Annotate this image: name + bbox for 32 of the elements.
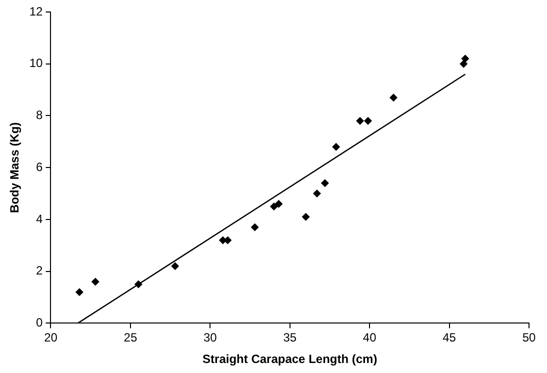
x-axis-title: Straight Carapace Length (cm) (202, 352, 378, 366)
y-tick-label: 0 (36, 316, 44, 330)
point (460, 60, 468, 68)
y-tick-label: 12 (29, 4, 44, 18)
point (332, 142, 340, 151)
point (171, 262, 180, 270)
y-tick-label: 10 (29, 56, 44, 70)
point (75, 288, 84, 296)
x-tick-label: 35 (283, 330, 297, 345)
point (274, 200, 283, 208)
y-axis-title: Body Mass (Kg) (8, 122, 22, 213)
point (270, 202, 278, 210)
point (356, 116, 364, 125)
point (320, 179, 329, 188)
y-tick-label: 8 (36, 108, 44, 122)
point (364, 116, 372, 125)
x-tick-label: 20 (44, 330, 58, 345)
x-tick-label: 25 (124, 330, 138, 345)
point (91, 278, 100, 286)
point (312, 190, 321, 198)
x-tick-label: 40 (362, 330, 377, 345)
x-tick-label: 50 (522, 330, 536, 345)
y-tick-label: 6 (36, 160, 44, 174)
point (389, 94, 398, 102)
point (461, 54, 470, 63)
x-tick-label: 30 (203, 330, 218, 345)
point (134, 280, 142, 288)
point (302, 212, 310, 221)
x-tick-label: 45 (442, 330, 456, 345)
point (250, 223, 259, 232)
y-tick-label: 2 (36, 264, 44, 278)
y-tick-label: 4 (36, 212, 44, 226)
